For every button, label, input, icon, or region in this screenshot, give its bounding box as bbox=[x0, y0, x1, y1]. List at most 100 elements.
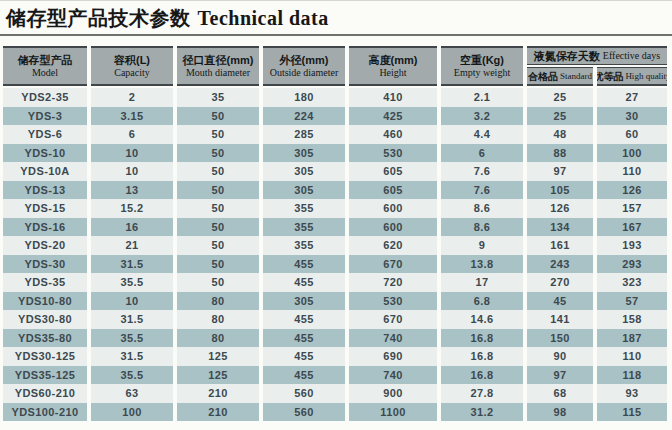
value-cell: 243 bbox=[527, 255, 593, 274]
table-row-yds30-125: YDS30-12531.512545569016.890110 bbox=[3, 347, 669, 366]
table-row-yds-3: YDS-33.15502244253.22530 bbox=[3, 107, 669, 126]
table-row-yds-10a: YDS-10A10503056057.697110 bbox=[3, 162, 669, 181]
table-row-yds10-80: YDS10-8010803055306.84557 bbox=[3, 292, 669, 311]
table-row-yds-35: YDS-3535.55045572017270323 bbox=[3, 273, 669, 292]
value-cell: 31.2 bbox=[441, 403, 523, 422]
value-cell: 670 bbox=[349, 310, 437, 329]
value-cell: 30 bbox=[597, 107, 667, 126]
value-cell: 10 bbox=[91, 144, 173, 163]
value-cell: 2.1 bbox=[441, 88, 523, 107]
value-cell: 31.5 bbox=[91, 347, 173, 366]
value-cell: 100 bbox=[597, 144, 667, 163]
model-cell: YDS30-80 bbox=[3, 310, 87, 329]
subheader-zh: 优等品 bbox=[597, 70, 623, 83]
column-header-empty-weight: 空重(Kg)Empty weight bbox=[441, 46, 523, 86]
value-cell: 16 bbox=[91, 218, 173, 237]
value-cell: 305 bbox=[263, 144, 345, 163]
value-cell: 460 bbox=[349, 125, 437, 144]
table-row-yds-30: YDS-3031.55045567013.8243293 bbox=[3, 255, 669, 274]
value-cell: 6 bbox=[441, 144, 523, 163]
column-header-en: Model bbox=[3, 67, 87, 79]
value-cell: 455 bbox=[263, 255, 345, 274]
value-cell: 455 bbox=[263, 347, 345, 366]
value-cell: 27 bbox=[597, 88, 667, 107]
value-cell: 605 bbox=[349, 181, 437, 200]
value-cell: 455 bbox=[263, 329, 345, 348]
model-cell: YDS35-125 bbox=[3, 366, 87, 385]
value-cell: 6.8 bbox=[441, 292, 523, 311]
value-cell: 15.2 bbox=[91, 199, 173, 218]
table-row-yds-16: YDS-1616503556008.6134167 bbox=[3, 218, 669, 237]
table-row-yds60-210: YDS60-2106321056090027.86893 bbox=[3, 384, 669, 403]
group-header-en: Effective days bbox=[603, 50, 660, 62]
value-cell: 134 bbox=[527, 218, 593, 237]
column-header-mouth-diameter: 径口直径(mm)Mouth diameter bbox=[177, 46, 259, 86]
value-cell: 323 bbox=[597, 273, 667, 292]
value-cell: 3.2 bbox=[441, 107, 523, 126]
model-cell: YDS35-80 bbox=[3, 329, 87, 348]
value-cell: 126 bbox=[597, 181, 667, 200]
model-cell: YDS-10 bbox=[3, 144, 87, 163]
model-cell: YDS-3 bbox=[3, 107, 87, 126]
value-cell: 50 bbox=[177, 181, 259, 200]
value-cell: 80 bbox=[177, 310, 259, 329]
model-cell: YDS-15 bbox=[3, 199, 87, 218]
group-header-zh: 液氮保存天数 bbox=[534, 50, 600, 63]
column-header-outside-diameter: 外径(mm)Outside diameter bbox=[263, 46, 345, 86]
value-cell: 50 bbox=[177, 273, 259, 292]
value-cell: 13.8 bbox=[441, 255, 523, 274]
value-cell: 25 bbox=[527, 88, 593, 107]
value-cell: 690 bbox=[349, 347, 437, 366]
column-subheader-high-quality: 优等品High quality bbox=[597, 67, 667, 86]
value-cell: 141 bbox=[527, 310, 593, 329]
value-cell: 293 bbox=[597, 255, 667, 274]
value-cell: 9 bbox=[441, 236, 523, 255]
value-cell: 50 bbox=[177, 199, 259, 218]
value-cell: 35.5 bbox=[91, 329, 173, 348]
value-cell: 115 bbox=[597, 403, 667, 422]
value-cell: 193 bbox=[597, 236, 667, 255]
table-row-yds-15: YDS-1515.2503556008.6126157 bbox=[3, 199, 669, 218]
value-cell: 305 bbox=[263, 162, 345, 181]
value-cell: 35 bbox=[177, 88, 259, 107]
value-cell: 57 bbox=[597, 292, 667, 311]
column-header-zh: 空重(Kg) bbox=[441, 54, 523, 67]
column-header-en: Outside diameter bbox=[263, 67, 345, 79]
value-cell: 105 bbox=[527, 181, 593, 200]
model-cell: YDS30-125 bbox=[3, 347, 87, 366]
column-header-capacity: 容积(L)Capacity bbox=[91, 46, 173, 86]
value-cell: 187 bbox=[597, 329, 667, 348]
value-cell: 740 bbox=[349, 366, 437, 385]
column-subheader-standard: 合格品Standard bbox=[527, 67, 593, 86]
value-cell: 50 bbox=[177, 107, 259, 126]
value-cell: 4.4 bbox=[441, 125, 523, 144]
technical-data-table: 储存型产品Model容积(L)Capacity径口直径(mm)Mouth dia… bbox=[3, 46, 669, 421]
value-cell: 21 bbox=[91, 236, 173, 255]
value-cell: 425 bbox=[349, 107, 437, 126]
table-row-yds-6: YDS-66502854604.44860 bbox=[3, 125, 669, 144]
subheader-en: Standard bbox=[560, 70, 592, 82]
column-header-height: 高度(mm)Height bbox=[349, 46, 437, 86]
value-cell: 455 bbox=[263, 310, 345, 329]
value-cell: 7.6 bbox=[441, 162, 523, 181]
value-cell: 125 bbox=[177, 347, 259, 366]
value-cell: 270 bbox=[527, 273, 593, 292]
value-cell: 210 bbox=[177, 384, 259, 403]
value-cell: 720 bbox=[349, 273, 437, 292]
column-header-en: Empty weight bbox=[441, 67, 523, 79]
value-cell: 80 bbox=[177, 292, 259, 311]
value-cell: 110 bbox=[597, 347, 667, 366]
column-header-en: Mouth diameter bbox=[177, 67, 259, 79]
value-cell: 48 bbox=[527, 125, 593, 144]
value-cell: 10 bbox=[91, 162, 173, 181]
value-cell: 88 bbox=[527, 144, 593, 163]
value-cell: 180 bbox=[263, 88, 345, 107]
value-cell: 1100 bbox=[349, 403, 437, 422]
value-cell: 455 bbox=[263, 273, 345, 292]
value-cell: 355 bbox=[263, 236, 345, 255]
value-cell: 25 bbox=[527, 107, 593, 126]
value-cell: 16.8 bbox=[441, 329, 523, 348]
value-cell: 740 bbox=[349, 329, 437, 348]
value-cell: 31.5 bbox=[91, 255, 173, 274]
value-cell: 600 bbox=[349, 218, 437, 237]
